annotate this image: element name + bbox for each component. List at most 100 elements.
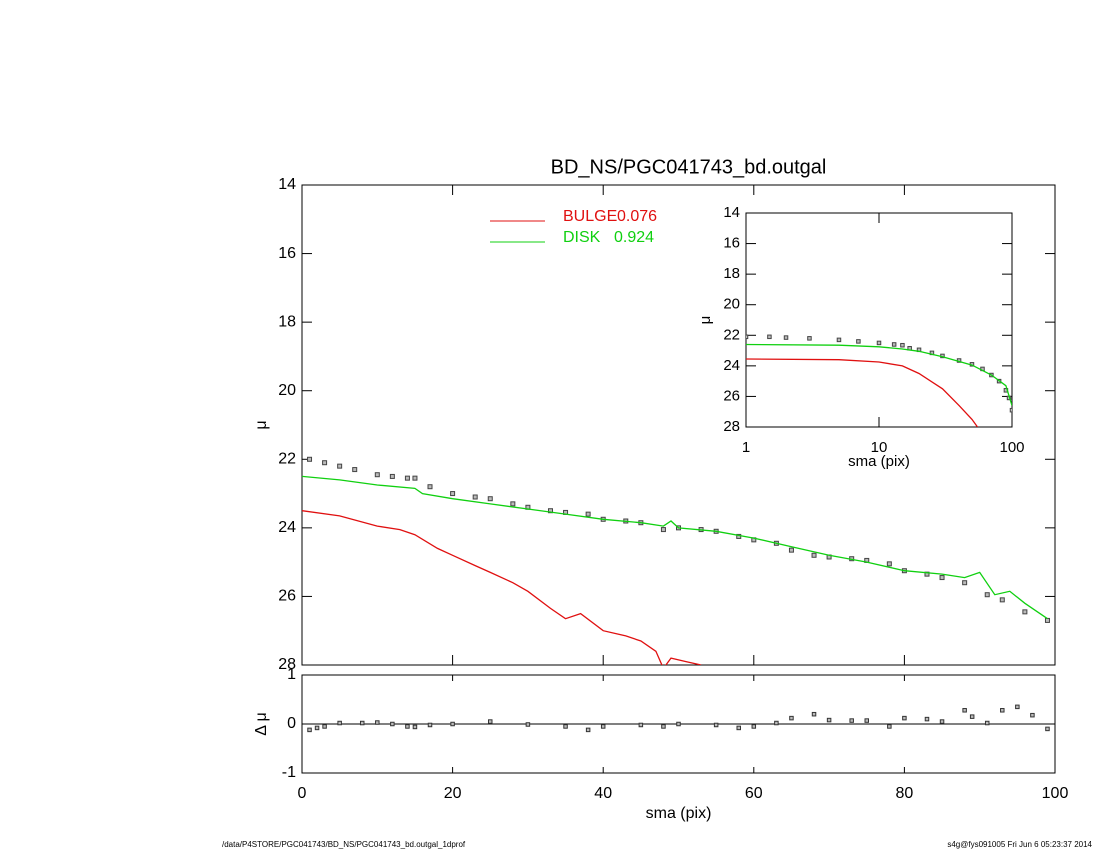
data-point: [849, 718, 854, 723]
x-tick-label: 100: [1042, 785, 1069, 802]
data-point: [939, 575, 945, 581]
data-point: [969, 714, 975, 719]
chart-title: BD_NS/PGC041743_bd.outgal: [551, 156, 827, 178]
y-tick-label: 14: [278, 176, 296, 193]
x-tick-label: 0: [298, 785, 307, 802]
data-point: [984, 720, 990, 726]
data-point: [900, 342, 905, 348]
x-tick-label: 40: [594, 785, 612, 802]
data-point: [783, 335, 789, 340]
data-point: [891, 342, 897, 347]
x-tick-label: 20: [444, 785, 462, 802]
y-tick-label: 20: [278, 382, 296, 399]
data-point: [962, 708, 967, 713]
data-point: [450, 721, 455, 727]
data-point: [999, 597, 1005, 603]
data-point: [811, 711, 817, 717]
data-point: [826, 717, 832, 723]
data-point: [736, 725, 741, 731]
data-point: [1000, 708, 1005, 713]
data-point: [736, 533, 742, 539]
data-point: [563, 724, 568, 729]
plot-body: [307, 704, 1050, 733]
panel: BD_NS/PGC041743_bd.outgal 14 16 18 20 22 24 26 2…: [253, 156, 1056, 673]
data-point: [510, 501, 516, 507]
data-point: [405, 724, 410, 729]
footer-stamp: s4g@fys091005 Fri Jun 6 05:23:37 2014: [947, 840, 1092, 849]
data-point: [307, 727, 312, 733]
y-tick-label: 0: [287, 715, 296, 732]
data-point: [807, 336, 812, 341]
footer-path: /data/P4STORE/PGC041743/BD_NS/PGC041743_…: [222, 840, 466, 849]
x-axis-label: sma (pix): [848, 453, 910, 470]
data-point: [427, 722, 433, 728]
data-point: [886, 561, 892, 567]
data-point: [472, 494, 478, 500]
series-line: [746, 343, 1012, 406]
data-point: [767, 334, 772, 340]
series-line: [302, 475, 1048, 620]
data-point: [389, 473, 395, 479]
plot-body: [302, 456, 1050, 665]
plot-frame: [745, 212, 1013, 428]
data-point: [962, 580, 968, 586]
data-point: [525, 722, 531, 727]
data-point: [811, 552, 817, 558]
legend-fraction: 0.924: [614, 229, 654, 246]
data-point: [359, 720, 365, 726]
data-point: [337, 463, 343, 469]
data-point: [876, 340, 882, 346]
data-point: [307, 456, 313, 462]
data-point: [487, 496, 493, 502]
series-line: [302, 510, 702, 665]
data-point: [887, 724, 892, 729]
legend-label: BULGE: [563, 208, 617, 225]
y-tick-label: 1: [287, 666, 296, 683]
data-point: [585, 511, 591, 517]
data-point: [322, 460, 328, 466]
y-tick-label: 26: [278, 588, 296, 605]
data-point: [984, 592, 990, 598]
data-point: [337, 720, 342, 726]
data-point: [864, 718, 869, 723]
data-point: [788, 547, 794, 553]
data-point: [322, 724, 327, 729]
data-point: [390, 721, 395, 727]
data-point: [713, 722, 719, 728]
x-tick-label: 60: [745, 785, 763, 802]
y-tick-label: 18: [278, 313, 296, 330]
data-point: [661, 724, 666, 729]
legend-label: DISK: [563, 229, 601, 246]
data-point: [1015, 704, 1020, 710]
y-tick-label: 24: [723, 357, 740, 374]
data-point: [856, 339, 861, 344]
series-line: [746, 358, 979, 427]
data-point: [1045, 726, 1050, 732]
data-point: [1044, 617, 1050, 623]
data-point: [660, 527, 666, 533]
panel: 14 16 18 20 22 24 26 281 10 100 sma (pix) μ: [697, 204, 1025, 470]
data-point: [1022, 609, 1028, 615]
y-tick-label: 28: [723, 418, 740, 435]
data-point: [404, 475, 410, 481]
y-tick-label: -1: [282, 764, 296, 781]
x-tick-label: 10: [871, 439, 888, 456]
y-tick-label: 22: [723, 326, 740, 343]
plot-frame: [301, 184, 1056, 666]
data-point: [746, 334, 749, 340]
data-point: [924, 716, 930, 722]
data-point: [585, 727, 591, 733]
y-axis-label: Δ μ: [253, 712, 270, 735]
data-point: [374, 472, 380, 478]
y-tick-label: 24: [278, 519, 296, 536]
y-tick-label: 16: [278, 245, 296, 262]
y-axis-label: μ: [697, 316, 714, 325]
data-point: [450, 491, 456, 497]
y-tick-label: 16: [723, 235, 740, 252]
data-point: [352, 467, 358, 473]
x-axis-label: sma (pix): [646, 805, 712, 822]
y-tick-label: 20: [723, 296, 740, 313]
data-point: [375, 720, 380, 725]
